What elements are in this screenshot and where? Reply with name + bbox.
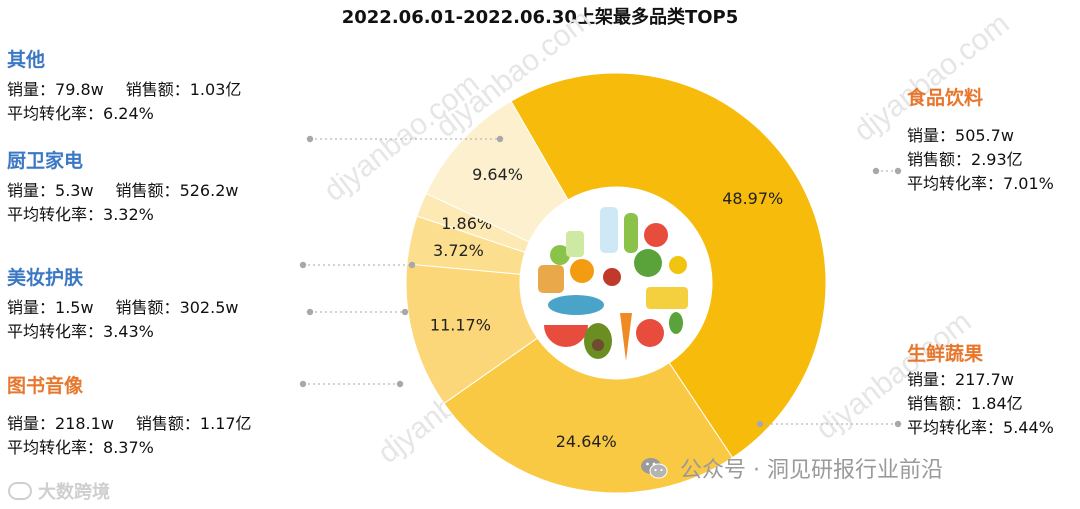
food-illustration-icon	[538, 207, 688, 361]
revenue-label: 销售额：	[135, 414, 200, 433]
category-name: 食品饮料	[907, 87, 984, 109]
category-block-other: 其他 销量：79.8w 销售额：1.03亿 平均转化率：6.24%	[7, 48, 241, 126]
category-name: 图书音像	[7, 375, 84, 397]
leader-dot	[894, 167, 902, 175]
brand-logo-icon	[8, 482, 32, 500]
category-block-food: 食品饮料 销量：505.7w 销售额：2.93亿 平均转化率：7.01%	[907, 86, 1054, 196]
category-block-beauty: 美妆护肤 销量：1.5w 销售额：302.5w 平均转化率：3.43%	[7, 266, 238, 344]
leader-dot	[496, 135, 504, 143]
leader-dot	[408, 261, 416, 269]
conversion-label: 平均转化率：	[907, 174, 1004, 193]
slice-label: 48.97%	[722, 189, 783, 208]
pie-slice	[425, 100, 569, 243]
revenue-value: 2.93亿	[971, 150, 1023, 169]
conversion-value: 3.32%	[103, 205, 154, 224]
revenue-value: 302.5w	[179, 298, 239, 317]
conversion-label: 平均转化率：	[7, 322, 104, 341]
conversion-label: 平均转化率：	[7, 104, 104, 123]
conversion-value: 6.24%	[103, 104, 154, 123]
sales-value: 79.8w	[55, 80, 104, 99]
conversion-value: 5.44%	[1003, 418, 1054, 437]
footer-caption: 公众号 · 洞见研报行业前沿	[640, 452, 943, 484]
revenue-label: 销售额：	[115, 181, 180, 200]
category-block-fresh: 生鲜蔬果 销量：217.7w 销售额：1.84亿 平均转化率：5.44%	[907, 342, 1054, 440]
sales-label: 销量：	[7, 181, 56, 200]
leader-dot	[756, 420, 764, 428]
sales-label: 销量：	[7, 414, 56, 433]
category-block-kitchen: 厨卫家电 销量：5.3w 销售额：526.2w 平均转化率：3.32%	[7, 149, 238, 227]
revenue-label: 销售额：	[907, 394, 972, 413]
leader-dot	[894, 420, 902, 428]
revenue-value: 1.03亿	[189, 80, 242, 99]
sales-label: 销量：	[907, 370, 956, 389]
leader-dot	[396, 380, 404, 388]
category-name: 厨卫家电	[7, 150, 84, 172]
sales-value: 505.7w	[955, 126, 1014, 145]
conversion-label: 平均转化率：	[7, 205, 104, 224]
category-name: 美妆护肤	[7, 267, 84, 289]
category-block-books: 图书音像 销量：218.1w 销售额：1.17亿 平均转化率：8.37%	[7, 374, 252, 460]
leader-dot	[306, 308, 314, 316]
wechat-icon	[641, 458, 668, 479]
footer-text: 公众号 · 洞见研报行业前沿	[680, 458, 943, 483]
leader-dot	[872, 167, 880, 175]
category-name: 其他	[7, 49, 46, 71]
slice-label: 24.64%	[556, 432, 617, 451]
leader-dot	[306, 135, 314, 143]
pie-slice	[510, 72, 827, 459]
conversion-value: 3.43%	[103, 322, 154, 341]
chart-title: 2022.06.01-2022.06.30上架最多品类TOP5	[341, 7, 739, 28]
corner-text: 大数跨境	[38, 482, 110, 503]
sales-value: 1.5w	[55, 298, 94, 317]
sales-value: 5.3w	[55, 181, 94, 200]
conversion-value: 8.37%	[103, 438, 154, 457]
sales-value: 217.7w	[955, 370, 1014, 389]
revenue-label: 销售额：	[115, 298, 180, 317]
revenue-value: 526.2w	[179, 181, 239, 200]
sales-label: 销量：	[907, 126, 956, 145]
slice-label: 11.17%	[430, 315, 491, 334]
category-name: 生鲜蔬果	[907, 343, 984, 365]
sales-label: 销量：	[7, 298, 56, 317]
conversion-label: 平均转化率：	[7, 438, 104, 457]
revenue-value: 1.17亿	[199, 414, 252, 433]
revenue-value: 1.84亿	[971, 394, 1023, 413]
revenue-label: 销售额：	[907, 150, 972, 169]
leader-dot	[299, 380, 307, 388]
corner-watermark: 大数跨境	[8, 478, 110, 504]
sales-value: 218.1w	[55, 414, 114, 433]
leader-dot	[299, 261, 307, 269]
leader-dot	[401, 308, 409, 316]
sales-label: 销量：	[7, 80, 56, 99]
pie-slice	[443, 337, 734, 494]
revenue-label: 销售额：	[125, 80, 190, 99]
conversion-value: 7.01%	[1003, 174, 1054, 193]
slice-label: 3.72%	[433, 241, 484, 260]
conversion-label: 平均转化率：	[907, 418, 1004, 437]
slice-label: 9.64%	[472, 165, 523, 184]
